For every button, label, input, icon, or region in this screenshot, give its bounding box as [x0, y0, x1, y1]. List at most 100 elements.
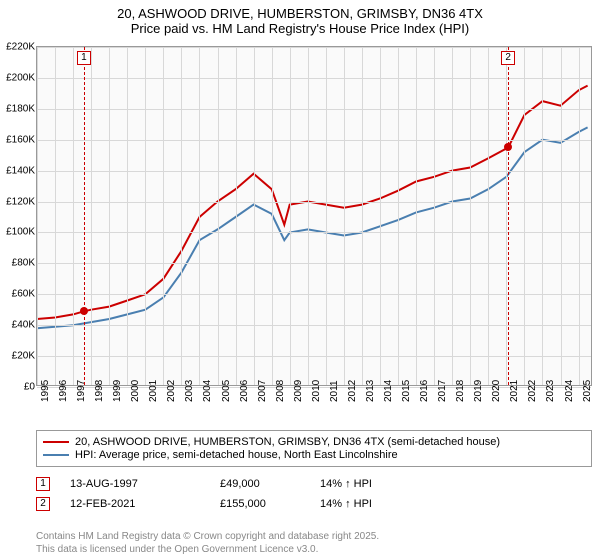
sales-price: £49,000	[220, 478, 320, 490]
y-axis-label: £160K	[1, 134, 35, 145]
legend-swatch	[43, 441, 69, 443]
sales-table: 1 13-AUG-1997£49,00014% ↑ HPI 2 12-FEB-2021…	[36, 474, 420, 514]
line-series-svg	[37, 47, 593, 387]
footer-attribution: Contains HM Land Registry data © Crown c…	[36, 531, 379, 556]
y-axis-label: £200K	[1, 72, 35, 83]
x-axis-label: 1996	[58, 380, 69, 402]
x-axis-label: 2014	[383, 380, 394, 402]
marker-line	[84, 47, 85, 385]
x-axis-label: 2011	[329, 380, 340, 402]
marker-label-box: 2	[501, 51, 515, 65]
sales-date: 13-AUG-1997	[70, 478, 220, 490]
x-axis-label: 2025	[582, 380, 593, 402]
sales-marker-box: 1	[36, 477, 50, 491]
gridline-vertical	[91, 47, 92, 385]
y-axis-label: £100K	[1, 227, 35, 238]
x-axis-label: 2000	[130, 380, 141, 402]
sales-hpi: 14% ↑ HPI	[320, 498, 420, 510]
legend-swatch	[43, 454, 69, 456]
y-axis-label: £120K	[1, 196, 35, 207]
gridline-vertical	[272, 47, 273, 385]
x-axis-label: 2018	[455, 380, 466, 402]
gridline-vertical	[362, 47, 363, 385]
sales-date: 12-FEB-2021	[70, 498, 220, 510]
gridline-vertical	[109, 47, 110, 385]
x-axis-label: 1999	[112, 380, 123, 402]
gridline-vertical	[380, 47, 381, 385]
x-axis-label: 1998	[94, 380, 105, 402]
x-axis-label: 2017	[437, 380, 448, 402]
x-axis-label: 2024	[564, 380, 575, 402]
gridline-vertical	[452, 47, 453, 385]
x-axis-label: 2003	[184, 380, 195, 402]
x-axis-label: 2009	[293, 380, 304, 402]
gridline-vertical	[524, 47, 525, 385]
gridline-vertical	[199, 47, 200, 385]
gridline-vertical	[416, 47, 417, 385]
y-axis-label: £80K	[1, 258, 35, 269]
gridline-vertical	[218, 47, 219, 385]
gridline-vertical	[55, 47, 56, 385]
x-axis-label: 2023	[545, 380, 556, 402]
x-axis-label: 2012	[347, 380, 358, 402]
y-axis-label: £140K	[1, 165, 35, 176]
gridline-vertical	[470, 47, 471, 385]
marker-dot	[504, 143, 512, 151]
gridline-vertical	[344, 47, 345, 385]
legend-row: HPI: Average price, semi-detached house,…	[43, 449, 585, 461]
sales-price: £155,000	[220, 498, 320, 510]
legend-label: HPI: Average price, semi-detached house,…	[75, 449, 398, 461]
x-axis-label: 2010	[311, 380, 322, 402]
y-axis-label: £220K	[1, 42, 35, 53]
footer-line1: Contains HM Land Registry data © Crown c…	[36, 531, 379, 544]
gridline-vertical	[254, 47, 255, 385]
x-axis-label: 2016	[419, 380, 430, 402]
sales-marker-box: 2	[36, 497, 50, 511]
marker-label-box: 1	[77, 51, 91, 65]
x-axis-label: 2021	[509, 380, 520, 402]
title-line1: 20, ASHWOOD DRIVE, HUMBERSTON, GRIMSBY, …	[0, 6, 600, 21]
x-axis-label: 2002	[166, 380, 177, 402]
gridline-vertical	[163, 47, 164, 385]
gridline-vertical	[127, 47, 128, 385]
sales-row: 1 13-AUG-1997£49,00014% ↑ HPI	[36, 474, 420, 494]
series-line-hpi	[37, 127, 588, 328]
gridline-vertical	[561, 47, 562, 385]
y-axis-label: £40K	[1, 320, 35, 331]
y-axis-label: £180K	[1, 103, 35, 114]
chart-title-block: 20, ASHWOOD DRIVE, HUMBERSTON, GRIMSBY, …	[0, 0, 600, 40]
x-axis-label: 2015	[401, 380, 412, 402]
gridline-vertical	[579, 47, 580, 385]
x-axis-label: 2022	[527, 380, 538, 402]
sales-hpi: 14% ↑ HPI	[320, 478, 420, 490]
gridline-vertical	[290, 47, 291, 385]
x-axis-label: 2013	[365, 380, 376, 402]
gridline-vertical	[326, 47, 327, 385]
x-axis-label: 2019	[473, 380, 484, 402]
legend-row: 20, ASHWOOD DRIVE, HUMBERSTON, GRIMSBY, …	[43, 436, 585, 448]
x-axis-label: 2007	[257, 380, 268, 402]
chart-container: £0 £20K £40K £60K £80K £100K £120K £140K £160K £1…	[0, 40, 600, 420]
gridline-vertical	[398, 47, 399, 385]
gridline-vertical	[434, 47, 435, 385]
title-line2: Price paid vs. HM Land Registry's House …	[0, 21, 600, 36]
x-axis-label: 1997	[76, 380, 87, 402]
x-axis-label: 2001	[148, 380, 159, 402]
marker-dot	[80, 307, 88, 315]
x-axis-label: 2005	[221, 380, 232, 402]
x-axis-label: 1995	[40, 380, 51, 402]
gridline-vertical	[236, 47, 237, 385]
y-axis-label: £0	[1, 382, 35, 393]
gridline-vertical	[181, 47, 182, 385]
legend-box: 20, ASHWOOD DRIVE, HUMBERSTON, GRIMSBY, …	[36, 430, 592, 467]
y-axis-label: £20K	[1, 351, 35, 362]
marker-line	[508, 47, 509, 385]
x-axis-label: 2006	[239, 380, 250, 402]
gridline-vertical	[37, 47, 38, 385]
x-axis-label: 2004	[202, 380, 213, 402]
x-axis-label: 2020	[491, 380, 502, 402]
gridline-vertical	[542, 47, 543, 385]
y-axis-label: £60K	[1, 289, 35, 300]
gridline-vertical	[308, 47, 309, 385]
sales-row: 2 12-FEB-2021£155,00014% ↑ HPI	[36, 494, 420, 514]
